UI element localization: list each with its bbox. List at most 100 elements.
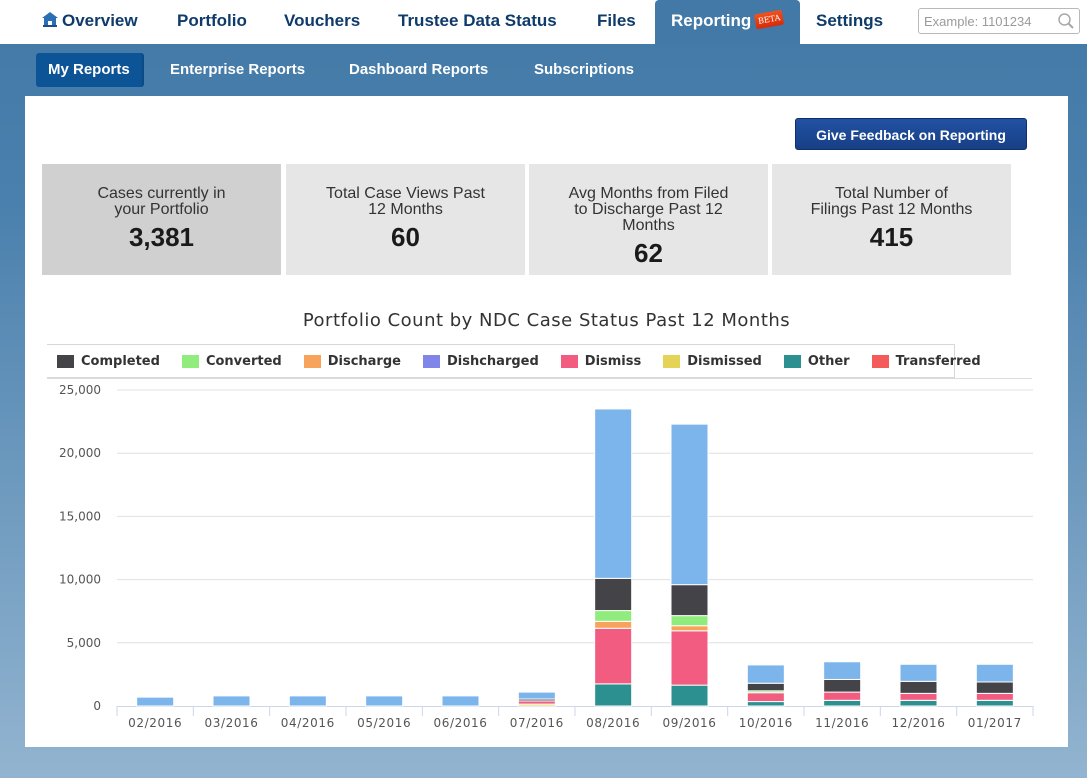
nav-overview-label: Overview	[62, 11, 138, 30]
bar-segment-other[interactable]	[823, 699, 862, 707]
nav-settings[interactable]: Settings	[816, 11, 884, 30]
x-tick-label: 07/2016	[510, 716, 564, 730]
x-tick-label: 02/2016	[128, 716, 182, 730]
bar-segment-unlabeled[interactable]	[365, 695, 404, 707]
bar-segment-completed[interactable]	[899, 680, 938, 694]
bar-segment-dismiss[interactable]	[899, 692, 938, 701]
bar-segment-discharge[interactable]	[670, 625, 709, 632]
bar-segment-completed[interactable]	[975, 681, 1014, 694]
stacked-bar-chart: 0 5,000 10,000 15,000 20,000 25,000 02/2016 03/…	[59, 383, 1034, 730]
legend-item-dishcharged[interactable]: Dishcharged	[422, 353, 539, 369]
bar-segment-converted[interactable]	[670, 615, 709, 627]
stat-value: 3,381	[128, 222, 195, 252]
stat-value: 415	[869, 222, 914, 252]
stat-label: Avg Months from Filed to Discharge Past …	[568, 185, 729, 234]
bar-segment-unlabeled[interactable]	[441, 695, 480, 707]
bar-segment-completed[interactable]	[746, 682, 785, 692]
legend-item-dismiss[interactable]: Dismiss	[560, 354, 641, 369]
subnav-enterprise-reports[interactable]: Enterprise Reports	[170, 61, 306, 78]
y-tick-label: 25,000	[59, 383, 101, 397]
bar-segment-dismiss[interactable]	[823, 691, 862, 701]
x-tick-label: 06/2016	[433, 716, 487, 730]
y-tick-label: 5,000	[67, 636, 101, 650]
bar-segment-unlabeled[interactable]	[136, 696, 175, 707]
legend-swatch	[663, 354, 681, 368]
bar-segment-unlabeled[interactable]	[975, 663, 1014, 683]
search-icon[interactable]	[1057, 12, 1075, 30]
bar-segment-completed[interactable]	[594, 577, 633, 612]
stat-tile-avg-months-to-discharge[interactable]: Avg Months from Filed to Discharge Past …	[529, 164, 768, 275]
x-tick-label: 03/2016	[204, 716, 258, 730]
bar-segment-unlabeled[interactable]	[517, 691, 556, 700]
legend-label: Dismissed	[687, 353, 762, 369]
bar-segment-other[interactable]	[594, 683, 633, 707]
stat-value: 62	[634, 238, 663, 268]
bar-segment-unlabeled[interactable]	[670, 423, 709, 586]
nav-files[interactable]: Files	[597, 11, 636, 30]
bar-segment-unlabeled[interactable]	[899, 663, 938, 682]
bar-segment-completed[interactable]	[823, 678, 862, 693]
bar-segment-dismiss[interactable]	[670, 630, 709, 686]
bar-segment-dismiss[interactable]	[746, 692, 785, 703]
give-feedback-button[interactable]: Give Feedback on Reporting	[795, 118, 1027, 150]
subnav-dashboard-reports[interactable]: Dashboard Reports	[349, 61, 489, 78]
nav-reporting[interactable]: Reporting BETA	[655, 0, 800, 44]
legend-item-transferred[interactable]: Transferred	[871, 353, 981, 369]
legend-swatch	[783, 354, 801, 368]
nav-trustee-data-status[interactable]: Trustee Data Status	[398, 11, 557, 30]
y-tick-label: 10,000	[59, 573, 101, 587]
legend-label: Dishcharged	[446, 353, 539, 369]
legend-item-discharge[interactable]: Discharge	[303, 354, 401, 369]
case-search-input[interactable]	[919, 9, 1049, 33]
bar-segment-other[interactable]	[899, 699, 938, 707]
legend-label: Transferred	[895, 353, 981, 369]
top-nav: Overview Portfolio Vouchers Trustee Data…	[0, 0, 1087, 44]
nav-overview[interactable]: Overview	[41, 0, 138, 44]
sub-nav: My Reports Enterprise Reports Dashboard …	[0, 44, 1087, 94]
bar-segment-unlabeled[interactable]	[212, 695, 251, 707]
x-tick-label: 12/2016	[891, 716, 945, 730]
bar-segment-other[interactable]	[746, 701, 785, 707]
legend-swatch	[303, 354, 321, 368]
bar-segment-unlabeled[interactable]	[288, 695, 327, 707]
nav-vouchers[interactable]: Vouchers	[284, 11, 361, 30]
stat-label: Total Case Views Past 12 Months	[326, 185, 485, 218]
stat-tile-case-views[interactable]: Total Case Views Past 12 Months 60	[286, 164, 525, 275]
legend-item-other[interactable]: Other	[783, 353, 850, 369]
legend-swatch	[181, 354, 199, 368]
bar-segment-dismiss[interactable]	[594, 627, 633, 685]
bar-segment-unlabeled[interactable]	[823, 661, 862, 680]
legend-swatch	[57, 354, 74, 368]
legend-item-dismissed[interactable]: Dismissed	[663, 354, 762, 369]
bar-segment-completed[interactable]	[670, 584, 709, 617]
legend-item-converted[interactable]: Converted	[181, 354, 282, 369]
chart-legend: Completed Converted Discharge Dishcharged Di…	[47, 344, 981, 378]
home-icon	[42, 12, 58, 27]
y-tick-label: 0	[93, 699, 101, 713]
legend-item-completed[interactable]: Completed	[57, 354, 160, 369]
bar-segment-discharge[interactable]	[594, 620, 633, 629]
legend-label: Other	[807, 353, 850, 369]
x-tick-label: 04/2016	[281, 716, 335, 730]
beta-badge: BETA	[754, 9, 785, 30]
bar-segment-dismiss[interactable]	[975, 692, 1014, 701]
stat-tile-total-filings[interactable]: Total Number of Filings Past 12 Months 4…	[772, 164, 1011, 275]
x-tick-label: 08/2016	[586, 716, 640, 730]
x-tick-label: 01/2017	[968, 716, 1022, 730]
case-search	[918, 8, 1080, 34]
bar-segment-other[interactable]	[670, 684, 709, 707]
x-tick-label: 10/2016	[739, 716, 793, 730]
nav-portfolio[interactable]: Portfolio	[177, 11, 247, 30]
chart-title: Portfolio Count by NDC Case Status Past …	[302, 310, 791, 331]
legend-swatch	[422, 354, 440, 368]
subnav-my-reports[interactable]: My Reports	[36, 53, 144, 87]
x-tick-label: 11/2016	[815, 716, 869, 730]
bar-segment-unlabeled[interactable]	[746, 664, 785, 684]
subnav-subscriptions[interactable]: Subscriptions	[534, 61, 635, 78]
bar-segment-unlabeled[interactable]	[594, 408, 633, 579]
bar-segment-other[interactable]	[975, 699, 1014, 707]
bar-segment-converted[interactable]	[594, 610, 633, 622]
y-tick-label: 15,000	[59, 509, 101, 523]
stat-tile-cases-in-portfolio[interactable]: Cases currently in your Portfolio 3,381	[42, 164, 281, 275]
stat-value: 60	[391, 222, 420, 252]
